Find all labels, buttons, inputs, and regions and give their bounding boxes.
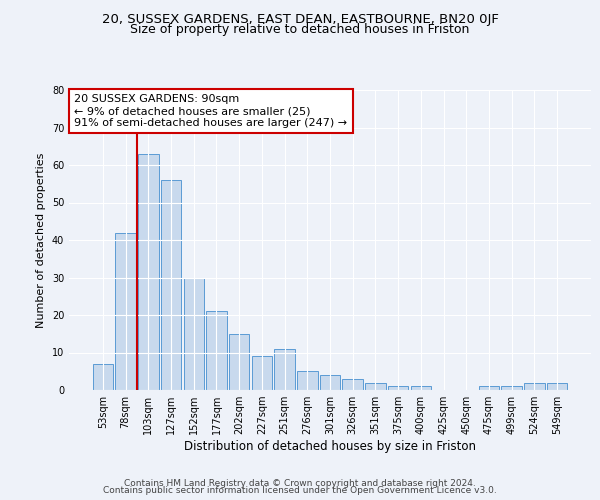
Bar — [274, 349, 295, 390]
Bar — [479, 386, 499, 390]
Bar — [138, 154, 158, 390]
Text: 20 SUSSEX GARDENS: 90sqm
← 9% of detached houses are smaller (25)
91% of semi-de: 20 SUSSEX GARDENS: 90sqm ← 9% of detache… — [74, 94, 347, 128]
Bar — [388, 386, 409, 390]
Bar — [229, 334, 250, 390]
Bar — [320, 375, 340, 390]
Text: Contains public sector information licensed under the Open Government Licence v3: Contains public sector information licen… — [103, 486, 497, 495]
Bar — [115, 232, 136, 390]
Text: Size of property relative to detached houses in Friston: Size of property relative to detached ho… — [130, 22, 470, 36]
Bar — [524, 382, 545, 390]
Y-axis label: Number of detached properties: Number of detached properties — [36, 152, 46, 328]
Bar — [184, 278, 204, 390]
Bar — [297, 371, 317, 390]
Bar — [93, 364, 113, 390]
Bar — [161, 180, 181, 390]
Text: Contains HM Land Registry data © Crown copyright and database right 2024.: Contains HM Land Registry data © Crown c… — [124, 478, 476, 488]
Bar — [365, 382, 386, 390]
Bar — [343, 379, 363, 390]
X-axis label: Distribution of detached houses by size in Friston: Distribution of detached houses by size … — [184, 440, 476, 453]
Bar — [502, 386, 522, 390]
Text: 20, SUSSEX GARDENS, EAST DEAN, EASTBOURNE, BN20 0JF: 20, SUSSEX GARDENS, EAST DEAN, EASTBOURN… — [101, 12, 499, 26]
Bar — [547, 382, 567, 390]
Bar — [410, 386, 431, 390]
Bar — [206, 311, 227, 390]
Bar — [251, 356, 272, 390]
